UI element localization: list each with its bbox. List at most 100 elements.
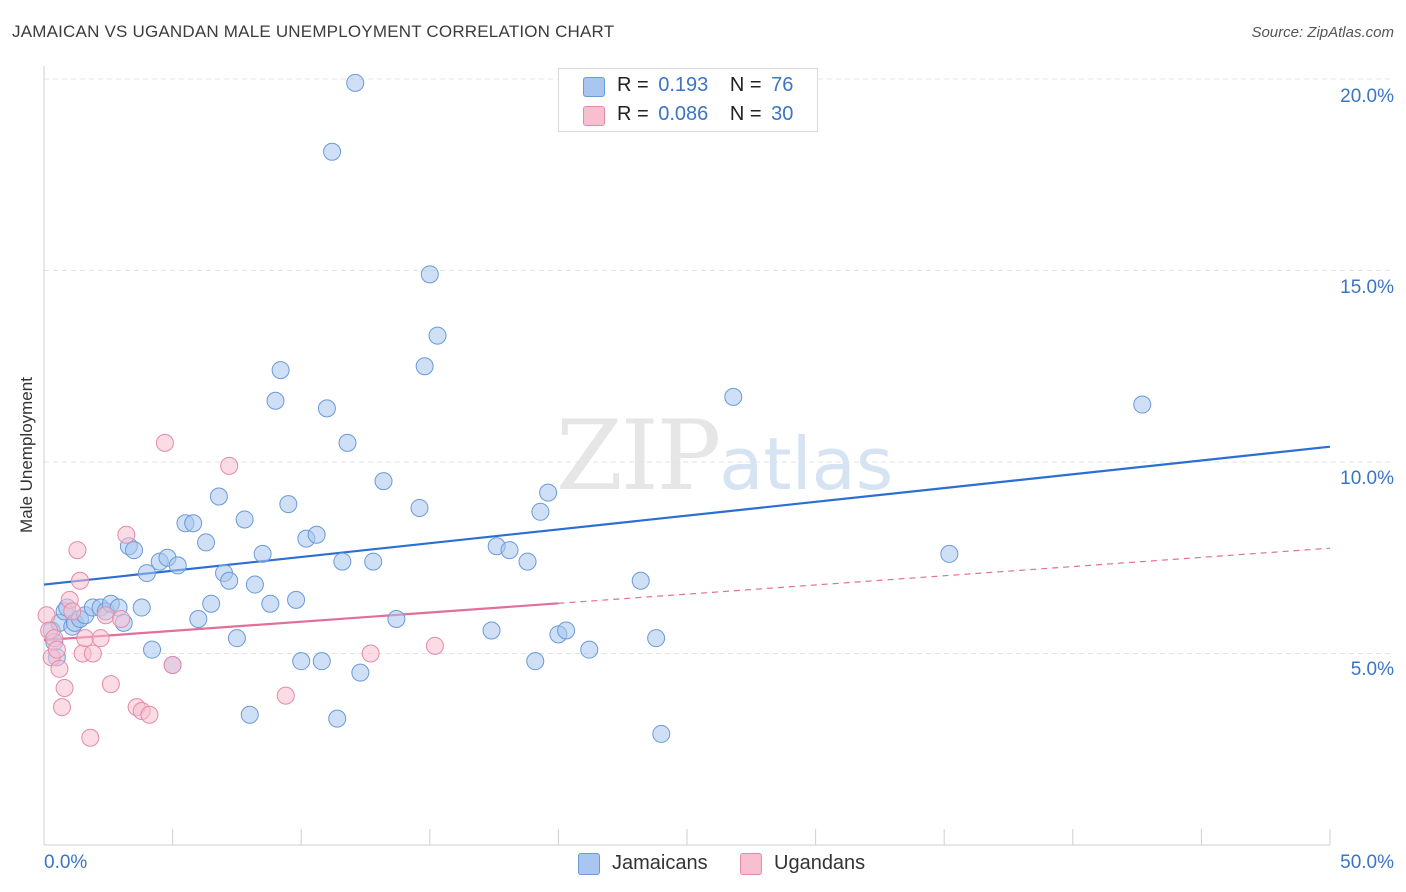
- point-ugandans: [117, 525, 136, 544]
- point-jamaicans: [346, 73, 365, 92]
- point-jamaicans: [312, 652, 331, 671]
- legend-swatch-ugandans: [583, 106, 605, 126]
- legend-swatch-jamaicans: [583, 77, 605, 97]
- axes: [43, 66, 1331, 846]
- point-jamaicans: [220, 571, 239, 590]
- point-jamaicans: [518, 552, 537, 571]
- point-jamaicans: [137, 564, 156, 583]
- point-ugandans: [155, 433, 174, 452]
- point-jamaicans: [940, 544, 959, 563]
- legend-row-jamaicans: R = 0.193 N = 76: [559, 71, 817, 101]
- legend-swatch-ugandans: [740, 853, 762, 875]
- point-jamaicans: [245, 575, 264, 594]
- point-ugandans: [68, 541, 87, 560]
- point-jamaicans: [410, 498, 429, 517]
- point-jamaicans: [500, 541, 519, 560]
- point-ugandans: [50, 659, 69, 678]
- point-jamaicans: [143, 640, 162, 659]
- point-jamaicans: [125, 541, 144, 560]
- legend-n-value-jamaicans: 76: [771, 74, 794, 96]
- point-jamaicans: [338, 433, 357, 452]
- data-points: [37, 73, 1152, 747]
- point-ugandans: [91, 629, 110, 648]
- point-jamaicans: [428, 326, 447, 345]
- y-tick-15: 15.0%: [1340, 277, 1394, 298]
- point-jamaicans: [539, 483, 558, 502]
- legend-n-label: N =: [729, 74, 762, 96]
- point-jamaicans: [189, 610, 208, 629]
- legend-r-label: R =: [617, 74, 649, 96]
- point-jamaicans: [647, 629, 666, 648]
- point-jamaicans: [1133, 395, 1152, 414]
- point-jamaicans: [202, 594, 221, 613]
- point-ugandans: [220, 456, 239, 475]
- point-jamaicans: [132, 598, 151, 617]
- point-jamaicans: [184, 514, 203, 533]
- legend-r-label: R =: [617, 103, 649, 125]
- point-jamaicans: [240, 705, 259, 724]
- correlation-legend: R = 0.193 N = 76 R = 0.086 N = 30: [558, 68, 818, 132]
- point-jamaicans: [227, 629, 246, 648]
- point-jamaicans: [333, 552, 352, 571]
- legend-swatch-jamaicans: [578, 853, 600, 875]
- legend-row-ugandans: R = 0.086 N = 30: [559, 100, 817, 130]
- point-jamaicans: [526, 652, 545, 671]
- point-ugandans: [101, 675, 120, 694]
- point-jamaicans: [420, 265, 439, 284]
- point-jamaicans: [279, 495, 298, 514]
- point-jamaicans: [580, 640, 599, 659]
- point-jamaicans: [209, 487, 228, 506]
- x-tick-50: 50.0%: [1340, 852, 1394, 873]
- point-jamaicans: [168, 556, 187, 575]
- watermark-atlas: atlas: [719, 422, 894, 506]
- point-ugandans: [71, 571, 90, 590]
- point-jamaicans: [271, 361, 290, 380]
- point-jamaicans: [323, 142, 342, 161]
- point-jamaicans: [557, 621, 576, 640]
- watermark-zip: ZIP: [556, 400, 721, 512]
- point-ugandans: [83, 644, 102, 663]
- point-jamaicans: [374, 472, 393, 491]
- trend-line-ugandans: [43, 602, 559, 642]
- point-jamaicans: [317, 399, 336, 418]
- chart-title: JAMAICAN VS UGANDAN MALE UNEMPLOYMENT CO…: [12, 22, 615, 41]
- point-jamaicans: [328, 709, 347, 728]
- point-ugandans: [47, 640, 66, 659]
- point-ugandans: [81, 728, 100, 747]
- point-ugandans: [163, 655, 182, 674]
- point-jamaicans: [287, 590, 306, 609]
- gridlines: [44, 78, 1392, 654]
- trend-line-ugandans-extension: [558, 547, 1331, 604]
- point-ugandans: [425, 636, 444, 655]
- x-tick-0: 0.0%: [44, 852, 88, 873]
- legend-r-value-ugandans: 0.086: [658, 103, 709, 125]
- point-ugandans: [76, 629, 95, 648]
- y-tick-5: 5.0%: [1350, 659, 1394, 680]
- point-jamaicans: [261, 594, 280, 613]
- point-jamaicans: [724, 387, 743, 406]
- point-ugandans: [112, 610, 131, 629]
- point-ugandans: [37, 606, 56, 625]
- legend-n-label: N =: [729, 103, 762, 125]
- point-jamaicans: [292, 652, 311, 671]
- legend-n-value-ugandans: 30: [771, 103, 794, 125]
- point-jamaicans: [387, 610, 406, 629]
- point-jamaicans: [253, 544, 272, 563]
- point-jamaicans: [531, 502, 550, 521]
- point-jamaicans: [351, 663, 370, 682]
- point-ugandans: [55, 678, 74, 697]
- point-jamaicans: [235, 510, 254, 529]
- trend-lines: [43, 445, 1331, 642]
- point-ugandans: [276, 686, 295, 705]
- point-jamaicans: [631, 571, 650, 590]
- y-axis-label: Male Unemployment: [17, 377, 36, 533]
- point-ugandans: [63, 602, 82, 621]
- watermark: ZIPatlas: [556, 400, 893, 512]
- point-ugandans: [361, 644, 380, 663]
- point-jamaicans: [307, 525, 326, 544]
- y-tick-20: 20.0%: [1340, 86, 1394, 107]
- point-ugandans: [140, 705, 159, 724]
- point-jamaicans: [415, 357, 434, 376]
- point-jamaicans: [266, 391, 285, 410]
- y-tick-10: 10.0%: [1340, 468, 1394, 489]
